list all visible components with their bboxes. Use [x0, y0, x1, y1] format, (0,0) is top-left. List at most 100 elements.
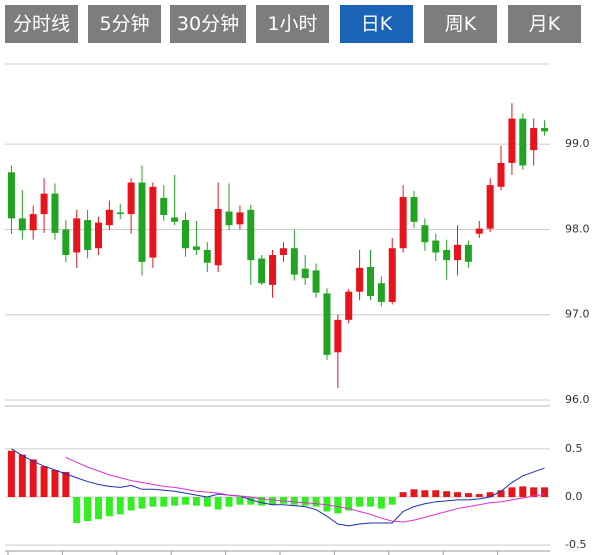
candle-body	[388, 248, 396, 302]
macd-bar	[51, 470, 59, 497]
candle-body	[51, 193, 59, 233]
macd-bar	[127, 497, 135, 511]
macd-bar	[7, 450, 15, 497]
macd-bar	[149, 497, 157, 507]
macd-bar	[432, 490, 440, 497]
macd-bar	[486, 492, 494, 497]
candle-body	[432, 240, 440, 253]
y-tick-label: 98.0	[565, 222, 590, 235]
y-tick-label: -0.5	[565, 538, 586, 551]
tab[interactable]: 分时线	[5, 5, 78, 43]
candle-body	[127, 182, 135, 215]
macd-bar	[73, 497, 81, 524]
candle-body	[530, 127, 538, 151]
macd-bar	[40, 466, 48, 497]
macd-bar	[377, 497, 385, 509]
candle-body	[410, 197, 418, 222]
candle-body	[236, 212, 244, 225]
candle-body	[62, 229, 70, 256]
candle-body	[7, 172, 15, 219]
macd-bar	[301, 497, 309, 506]
candle-body	[160, 197, 168, 215]
macd-bar	[497, 490, 505, 497]
macd-bar	[475, 494, 483, 497]
candle-body	[541, 127, 549, 132]
macd-bar	[399, 492, 407, 497]
macd-bar	[519, 486, 527, 497]
candle-body	[454, 244, 462, 261]
candle-body	[464, 244, 472, 262]
macd-bar	[454, 492, 462, 497]
macd-bar	[29, 459, 37, 497]
tab[interactable]: 周K	[424, 5, 497, 43]
candle-body	[312, 270, 320, 293]
macd-bar	[530, 487, 538, 497]
candle-body	[18, 218, 26, 231]
macd-bar	[410, 489, 418, 497]
macd-bar	[356, 497, 364, 507]
macd-bar	[269, 497, 277, 505]
candle-body	[334, 319, 342, 353]
macd-bar	[116, 497, 124, 515]
macd-bar	[192, 497, 200, 506]
macd-bar	[18, 454, 26, 497]
macd-bar	[225, 497, 233, 507]
tab[interactable]: 日K	[340, 5, 413, 43]
macd-bar	[508, 487, 516, 497]
macd-bar	[345, 497, 353, 511]
candle-body	[399, 197, 407, 249]
macd-bar	[366, 497, 374, 507]
candle-body	[345, 291, 353, 320]
candle-body	[497, 162, 505, 187]
candle-body	[29, 214, 37, 231]
candle-body	[203, 249, 211, 263]
tab[interactable]: 1小时	[256, 5, 329, 43]
candle-body	[356, 267, 364, 292]
candle-body	[247, 209, 255, 261]
candle-body	[519, 118, 527, 166]
candle-body	[323, 293, 331, 355]
candle-body	[182, 220, 190, 249]
y-tick-label: 0.0	[565, 490, 583, 503]
candle-body	[486, 185, 494, 229]
macd-bar	[214, 497, 222, 510]
y-tick-label: 96.0	[565, 393, 590, 406]
candle-body	[84, 220, 92, 250]
candle-body	[105, 209, 113, 226]
candle-body	[366, 266, 374, 296]
candle-body	[171, 217, 179, 222]
candle-body	[269, 255, 277, 285]
candle-body	[258, 258, 266, 284]
candle-body	[214, 208, 222, 266]
macd-bar	[203, 497, 211, 507]
candle-body	[116, 212, 124, 215]
macd-bar	[62, 471, 70, 497]
candle-body	[73, 218, 81, 253]
tab[interactable]: 月K	[508, 5, 581, 43]
y-tick-label: 97.0	[565, 308, 590, 321]
macd-bar	[541, 487, 549, 497]
candle-body	[421, 225, 429, 243]
candle-body	[290, 248, 298, 275]
macd-bar	[182, 497, 190, 505]
candle-body	[443, 249, 451, 261]
candle-body	[508, 118, 516, 163]
candle-body	[94, 222, 102, 249]
tab-bar: 分时线 5分钟 30分钟 1小时 日K 周K 月K	[0, 5, 601, 43]
macd-bar	[388, 497, 396, 505]
macd-line	[11, 448, 545, 527]
macd-bar	[138, 497, 146, 509]
candle-body	[40, 193, 48, 215]
macd-bar	[105, 497, 113, 517]
candle-body	[138, 182, 146, 262]
y-tick-label: 0.5	[565, 442, 583, 455]
tab[interactable]: 5分钟	[88, 5, 161, 43]
macd-bar	[236, 497, 244, 505]
candle-body	[475, 228, 483, 234]
macd-bar	[171, 497, 179, 506]
macd-bar	[94, 497, 102, 520]
macd-line	[65, 457, 545, 523]
macd-bar	[334, 497, 342, 514]
tab[interactable]: 30分钟	[170, 5, 246, 43]
